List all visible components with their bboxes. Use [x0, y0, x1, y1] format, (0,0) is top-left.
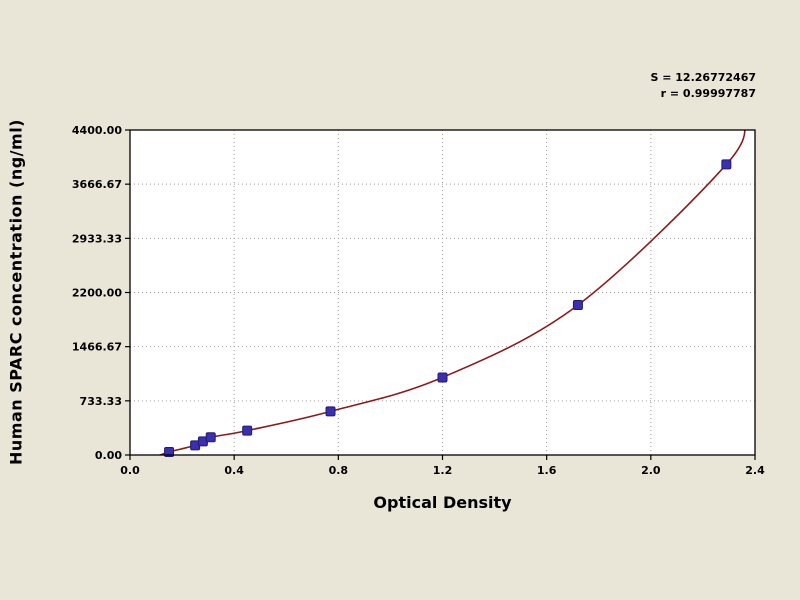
svg-text:1466.67: 1466.67	[72, 341, 122, 354]
svg-text:0.8: 0.8	[329, 464, 349, 477]
x-axis-title: Optical Density	[373, 493, 512, 512]
svg-text:0.00: 0.00	[95, 449, 122, 462]
fit-statistics: S = 12.26772467 r = 0.99997787	[650, 70, 756, 102]
fit-stat-r: r = 0.99997787	[660, 87, 756, 100]
svg-text:3666.67: 3666.67	[72, 178, 122, 191]
svg-text:0.4: 0.4	[224, 464, 244, 477]
svg-text:2200.00: 2200.00	[72, 287, 122, 300]
svg-text:4400.00: 4400.00	[72, 124, 122, 137]
svg-text:1.2: 1.2	[433, 464, 453, 477]
svg-text:2.4: 2.4	[745, 464, 765, 477]
svg-text:0.0: 0.0	[120, 464, 140, 477]
y-axis-title: Human SPARC concentration (ng/ml)	[6, 119, 26, 465]
svg-text:733.33: 733.33	[80, 395, 122, 408]
svg-text:1.6: 1.6	[537, 464, 557, 477]
svg-text:2933.33: 2933.33	[72, 232, 122, 245]
svg-text:2.0: 2.0	[641, 464, 661, 477]
fit-stat-s: S = 12.26772467	[650, 71, 756, 84]
